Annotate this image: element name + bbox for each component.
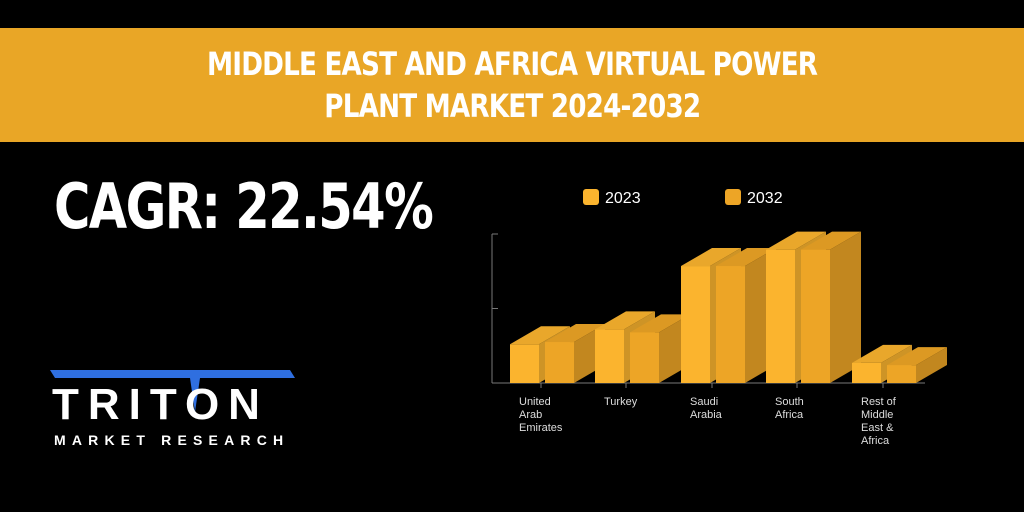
category-label: Rest of Middle East & Africa: [861, 396, 897, 447]
triton-logo: TRITON MARKET RESEARCH: [50, 370, 295, 450]
logo-subtitle: MARKET RESEARCH: [54, 432, 290, 448]
category-label: South Africa: [775, 396, 804, 421]
category-label: Saudi Arabia: [690, 396, 723, 421]
logo-word: TRITON: [52, 380, 269, 429]
category-label: United Arab Emirates: [519, 396, 563, 434]
cagr-label: CAGR: 22.54%: [54, 170, 434, 243]
bar-2032-3: [801, 231, 861, 383]
title-line-1: MIDDLE EAST AND AFRICA VIRTUAL POWER: [206, 45, 818, 83]
category-label: Turkey: [604, 396, 638, 408]
bar-2032-4: [887, 347, 947, 383]
legend-label-2032: 2032: [747, 190, 783, 207]
logo-bar-icon: [50, 370, 295, 412]
title-banner: MIDDLE EAST AND AFRICA VIRTUAL POWER PLA…: [0, 28, 1024, 142]
title-line-2: PLANT MARKET 2024-2032: [323, 87, 701, 125]
legend-swatch-2023: [583, 189, 599, 205]
legend-swatch-2032: [725, 189, 741, 205]
legend-label-2023: 2023: [605, 190, 641, 207]
